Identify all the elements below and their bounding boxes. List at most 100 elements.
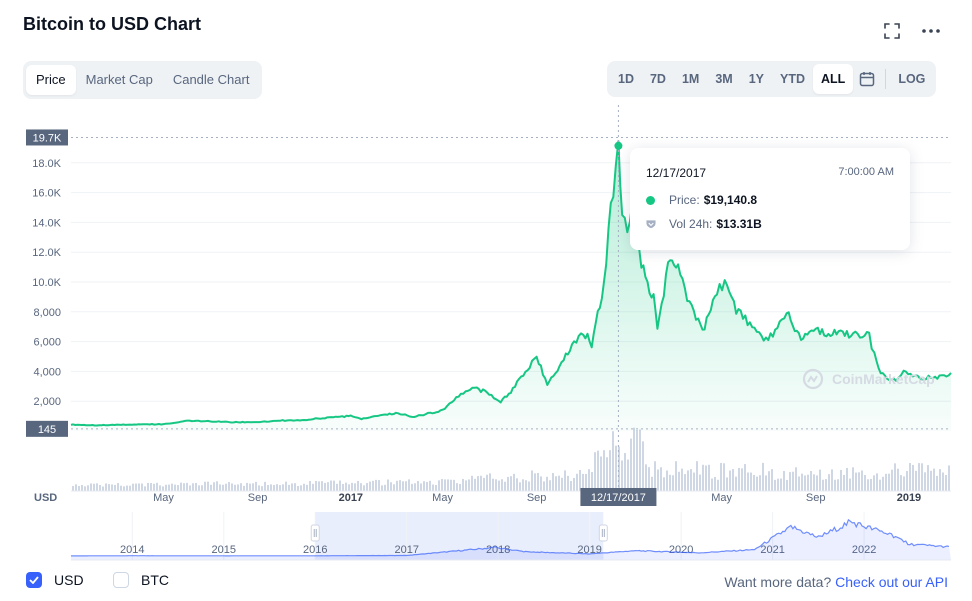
volume-bar — [756, 476, 758, 491]
volume-bar — [381, 485, 383, 491]
volume-bar — [435, 484, 437, 491]
volume-bar — [261, 486, 263, 491]
volume-bar — [336, 483, 338, 491]
volume-bar — [660, 467, 662, 491]
volume-bar — [597, 450, 599, 491]
volume-bar — [894, 463, 896, 491]
volume-bar — [324, 482, 326, 491]
volume-bar — [828, 474, 830, 491]
volume-bar — [822, 479, 824, 491]
volume-bar — [807, 474, 809, 491]
volume-bar — [534, 473, 536, 491]
range-1m[interactable]: 1M — [681, 72, 700, 86]
volume-bar — [612, 431, 614, 491]
range-7d[interactable]: 7D — [649, 72, 666, 86]
range-all[interactable]: ALL — [813, 64, 854, 94]
btc-checkbox[interactable] — [113, 572, 129, 588]
range-3m[interactable]: 3M — [715, 72, 733, 86]
grid-lines — [71, 162, 951, 402]
tab-candle-chart[interactable]: Candle Chart — [172, 72, 250, 87]
volume-bar — [168, 484, 170, 491]
volume-bar — [423, 481, 425, 491]
usd-label: USD — [54, 572, 84, 588]
fullscreen-icon[interactable] — [881, 20, 903, 42]
volume-bar — [852, 467, 854, 491]
volume-bar — [417, 481, 419, 491]
usd-checkbox[interactable] — [26, 572, 42, 588]
y-tick-label: 10.0K — [32, 277, 61, 289]
volume-bar — [708, 464, 710, 491]
volume-bar — [330, 480, 332, 491]
navigator-line — [71, 518, 950, 557]
volume-bar — [468, 479, 470, 491]
volume-bar — [189, 485, 191, 491]
volume-bar — [453, 479, 455, 491]
usd-toggle[interactable]: USD — [26, 572, 84, 588]
volume-bar — [444, 479, 446, 491]
volume-bar — [411, 483, 413, 491]
volume-bar — [639, 429, 641, 491]
volume-bar — [207, 481, 209, 491]
volume-bar — [312, 483, 314, 491]
tab-market-cap[interactable]: Market Cap — [85, 72, 153, 87]
volume-bar — [351, 482, 353, 491]
range-navigator[interactable]: 2014 2015 2016 2017 2018 2019 2020 2021 2022 — [71, 512, 951, 561]
volume-bar — [927, 465, 929, 491]
calendar-icon[interactable] — [853, 64, 881, 94]
volume-bar — [543, 481, 545, 491]
volume-bar — [507, 476, 509, 491]
volume-bar — [825, 479, 827, 491]
volume-bar — [843, 474, 845, 491]
volume-bar — [864, 474, 866, 491]
volume-bar — [156, 482, 158, 491]
max-marker-label: 19.7K — [33, 132, 62, 144]
volume-bar — [714, 476, 716, 491]
volume-bars — [71, 427, 951, 492]
volume-bar — [705, 465, 707, 491]
navigator-year-label: 2015 — [212, 544, 236, 556]
range-1y[interactable]: 1Y — [748, 72, 765, 86]
price-dot-icon — [646, 195, 655, 205]
volume-bar — [186, 482, 188, 491]
volume-shield-icon — [646, 219, 656, 229]
y-tick-label: 4,000 — [33, 366, 61, 378]
volume-bar — [762, 462, 764, 491]
volume-bar — [561, 477, 563, 491]
volume-bar — [654, 461, 656, 491]
volume-bar — [180, 482, 182, 491]
volume-bar — [618, 446, 620, 491]
volume-bar — [87, 485, 89, 491]
volume-bar — [396, 480, 398, 491]
api-link[interactable]: Check out our API — [835, 574, 948, 590]
navigator-right-handle[interactable] — [598, 524, 608, 542]
volume-bar — [741, 468, 743, 491]
price-chart[interactable]: 2,000 4,000 6,000 8,000 10.0K 12.0K 14.0K 16.0K… — [0, 105, 972, 565]
btc-toggle[interactable]: BTC — [113, 572, 169, 588]
log-scale-toggle[interactable]: LOG — [898, 72, 926, 86]
volume-bar — [942, 472, 944, 491]
tab-price[interactable]: Price — [26, 65, 76, 95]
volume-bar — [813, 474, 815, 491]
volume-bar — [948, 465, 950, 491]
x-tick-label: Sep — [806, 492, 826, 504]
range-ytd[interactable]: YTD — [780, 72, 806, 86]
volume-bar — [600, 456, 602, 491]
volume-bar — [195, 482, 197, 491]
volume-bar — [804, 475, 806, 491]
navigator-left-handle[interactable] — [310, 524, 320, 542]
volume-bar — [642, 441, 644, 491]
volume-bar — [537, 472, 539, 491]
volume-bar — [426, 481, 428, 491]
x-tick-label: Sep — [248, 492, 268, 504]
volume-bar — [648, 467, 650, 491]
volume-bar — [438, 480, 440, 491]
volume-bar — [414, 483, 416, 491]
tooltip-time: 7:00:00 AM — [838, 166, 894, 178]
more-options-icon[interactable] — [920, 20, 942, 42]
volume-bar — [255, 481, 257, 491]
volume-bar — [162, 486, 164, 491]
range-1d[interactable]: 1D — [618, 72, 634, 86]
volume-bar — [870, 478, 872, 491]
volume-bar — [891, 469, 893, 491]
volume-bar — [555, 476, 557, 491]
